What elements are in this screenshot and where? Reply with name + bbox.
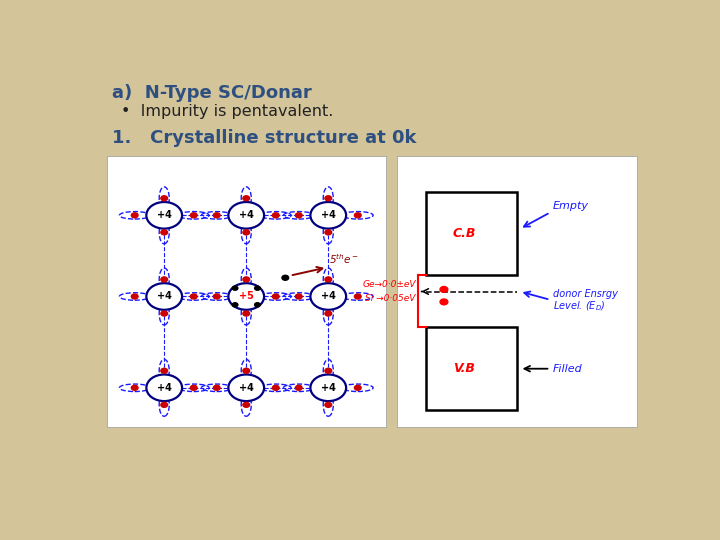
Circle shape (146, 283, 182, 310)
Text: +4: +4 (321, 210, 336, 220)
Circle shape (255, 303, 260, 307)
Circle shape (161, 368, 168, 373)
Circle shape (243, 368, 250, 373)
Text: +4: +4 (157, 383, 171, 393)
Text: C.B: C.B (452, 227, 476, 240)
Circle shape (295, 294, 302, 299)
Circle shape (243, 402, 250, 407)
Circle shape (272, 386, 279, 390)
Circle shape (255, 286, 260, 290)
Circle shape (161, 196, 168, 201)
Circle shape (325, 277, 332, 282)
Circle shape (272, 213, 279, 218)
Circle shape (228, 202, 264, 228)
Circle shape (440, 299, 448, 305)
Text: Ge→0·0±eV: Ge→0·0±eV (362, 280, 415, 288)
Circle shape (243, 230, 250, 235)
Text: +4: +4 (157, 210, 171, 220)
Circle shape (161, 311, 168, 316)
Circle shape (295, 213, 302, 218)
Text: V.B: V.B (453, 362, 475, 375)
Circle shape (325, 196, 332, 201)
Text: +4: +4 (239, 383, 253, 393)
Circle shape (243, 277, 250, 282)
Circle shape (190, 386, 197, 390)
Circle shape (131, 386, 138, 390)
Text: •  Impurity is pentavalent.: • Impurity is pentavalent. (121, 104, 333, 119)
Circle shape (213, 386, 220, 390)
Text: donor Ensrgy: donor Ensrgy (553, 288, 618, 299)
Circle shape (354, 294, 361, 299)
Circle shape (131, 294, 138, 299)
Circle shape (213, 294, 220, 299)
Circle shape (325, 368, 332, 373)
Circle shape (243, 311, 250, 316)
Text: Level. (E$_D$): Level. (E$_D$) (553, 299, 606, 313)
Circle shape (161, 230, 168, 235)
Bar (426, 327, 517, 410)
Circle shape (228, 283, 264, 310)
Circle shape (354, 386, 361, 390)
Text: 1.   Crystalline structure at 0k: 1. Crystalline structure at 0k (112, 129, 417, 147)
Bar (426, 192, 517, 275)
Bar (107, 156, 386, 427)
Circle shape (310, 283, 346, 310)
Circle shape (233, 286, 238, 290)
Text: Filled: Filled (553, 364, 583, 374)
Circle shape (190, 213, 197, 218)
Circle shape (325, 311, 332, 316)
Text: +4: +4 (321, 292, 336, 301)
Text: Empty: Empty (553, 201, 589, 211)
Text: +5: +5 (239, 292, 253, 301)
Bar (397, 156, 637, 427)
Circle shape (310, 374, 346, 401)
Circle shape (354, 213, 361, 218)
Text: a)  N-Type SC/Donar: a) N-Type SC/Donar (112, 84, 312, 102)
Circle shape (282, 275, 289, 280)
Text: +4: +4 (239, 210, 253, 220)
Circle shape (213, 213, 220, 218)
Circle shape (243, 196, 250, 201)
Text: Si →0·05eV: Si →0·05eV (365, 294, 415, 303)
Circle shape (131, 213, 138, 218)
Text: +4: +4 (157, 292, 171, 301)
Circle shape (228, 374, 264, 401)
Circle shape (233, 303, 238, 307)
Circle shape (190, 294, 197, 299)
Circle shape (325, 230, 332, 235)
Circle shape (146, 202, 182, 228)
Circle shape (325, 402, 332, 407)
Circle shape (161, 277, 168, 282)
Circle shape (440, 287, 448, 292)
Text: 5$^{th}$e$^-$: 5$^{th}$e$^-$ (329, 252, 359, 266)
Circle shape (295, 386, 302, 390)
Circle shape (161, 402, 168, 407)
Circle shape (272, 294, 279, 299)
Circle shape (310, 202, 346, 228)
Text: +4: +4 (321, 383, 336, 393)
Circle shape (146, 374, 182, 401)
